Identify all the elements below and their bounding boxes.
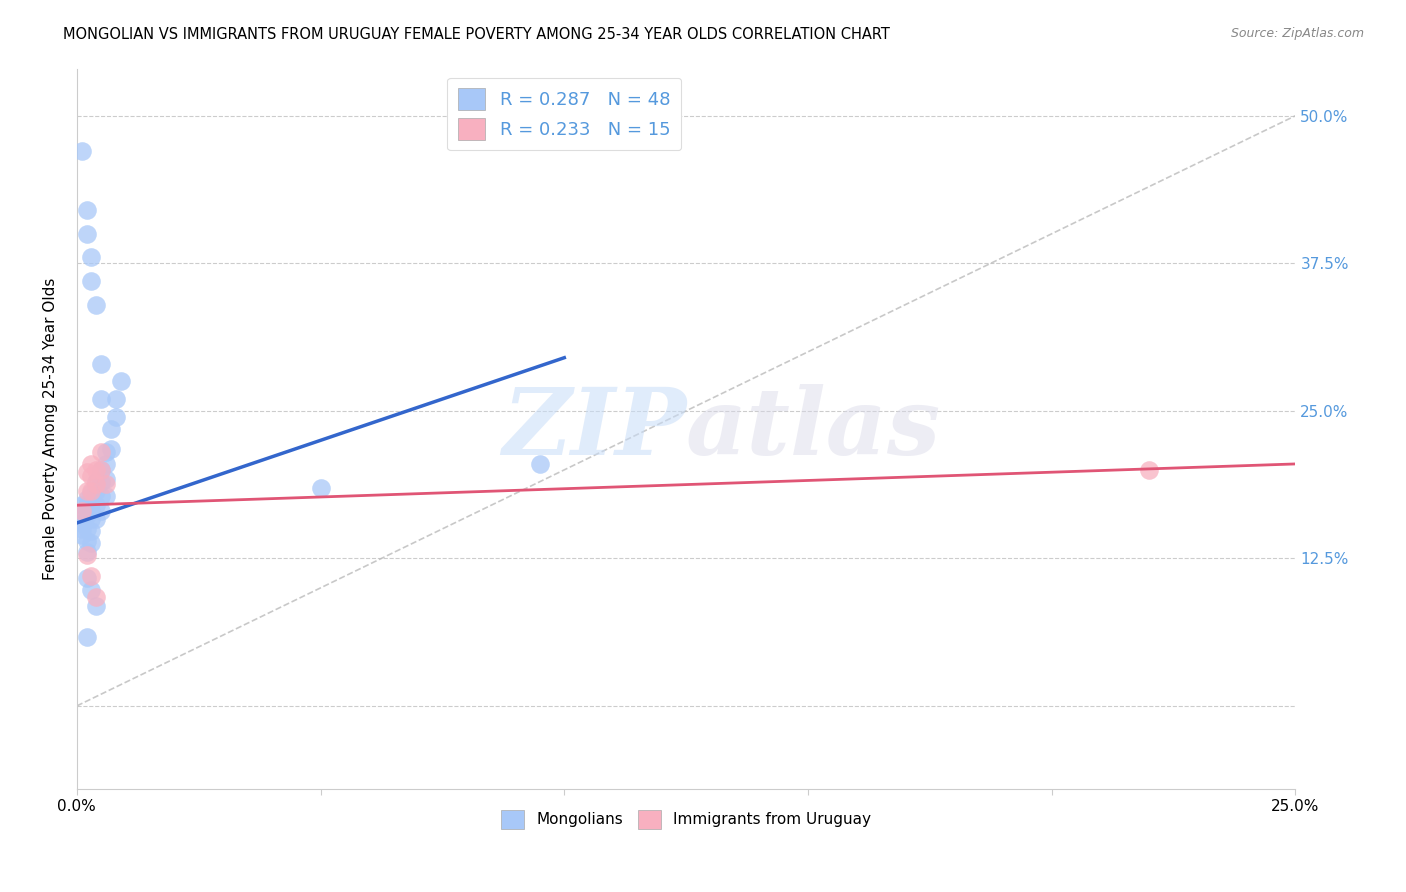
Point bbox=[76, 533, 98, 548]
Point bbox=[76, 545, 98, 559]
Point bbox=[80, 583, 103, 598]
Point bbox=[529, 457, 551, 471]
Point bbox=[80, 524, 103, 539]
Point bbox=[80, 484, 103, 499]
Legend: Mongolians, Immigrants from Uruguay: Mongolians, Immigrants from Uruguay bbox=[495, 804, 877, 835]
Point bbox=[90, 463, 112, 477]
Point bbox=[70, 527, 93, 541]
Point bbox=[104, 409, 127, 424]
Point bbox=[94, 472, 117, 486]
Point bbox=[80, 536, 103, 550]
Point bbox=[86, 475, 108, 489]
Point bbox=[94, 477, 117, 491]
Point bbox=[70, 504, 93, 518]
Point bbox=[90, 463, 112, 477]
Point bbox=[90, 489, 112, 503]
Point bbox=[76, 492, 98, 507]
Point bbox=[80, 251, 103, 265]
Point bbox=[76, 498, 98, 512]
Point bbox=[80, 486, 103, 500]
Point bbox=[70, 498, 93, 512]
Point bbox=[110, 374, 132, 388]
Point bbox=[90, 475, 112, 489]
Point bbox=[90, 357, 112, 371]
Point bbox=[80, 468, 103, 483]
Point bbox=[70, 508, 93, 522]
Point bbox=[80, 512, 103, 526]
Point bbox=[76, 631, 98, 645]
Point bbox=[94, 445, 117, 459]
Text: Source: ZipAtlas.com: Source: ZipAtlas.com bbox=[1230, 27, 1364, 40]
Point bbox=[76, 484, 98, 499]
Point bbox=[90, 392, 112, 406]
Point bbox=[86, 297, 108, 311]
Point bbox=[90, 445, 112, 459]
Point bbox=[90, 504, 112, 518]
Point bbox=[86, 498, 108, 512]
Point bbox=[76, 227, 98, 241]
Point bbox=[86, 591, 108, 605]
Point bbox=[70, 144, 93, 158]
Point bbox=[76, 508, 98, 522]
Point bbox=[70, 522, 93, 536]
Y-axis label: Female Poverty Among 25-34 Year Olds: Female Poverty Among 25-34 Year Olds bbox=[44, 277, 58, 580]
Point bbox=[86, 512, 108, 526]
Point bbox=[104, 392, 127, 406]
Point bbox=[80, 569, 103, 583]
Point bbox=[86, 484, 108, 499]
Point bbox=[76, 571, 98, 585]
Text: ZIP: ZIP bbox=[502, 384, 686, 474]
Point bbox=[309, 481, 332, 495]
Point bbox=[76, 548, 98, 562]
Point bbox=[76, 203, 98, 218]
Point bbox=[76, 522, 98, 536]
Point bbox=[100, 442, 122, 456]
Point bbox=[1137, 463, 1160, 477]
Point bbox=[86, 463, 108, 477]
Point bbox=[86, 599, 108, 613]
Point bbox=[70, 516, 93, 530]
Text: MONGOLIAN VS IMMIGRANTS FROM URUGUAY FEMALE POVERTY AMONG 25-34 YEAR OLDS CORREL: MONGOLIAN VS IMMIGRANTS FROM URUGUAY FEM… bbox=[63, 27, 890, 42]
Point bbox=[80, 504, 103, 518]
Point bbox=[94, 489, 117, 503]
Point bbox=[80, 274, 103, 288]
Text: atlas: atlas bbox=[686, 384, 942, 474]
Point bbox=[80, 457, 103, 471]
Point bbox=[86, 477, 108, 491]
Point bbox=[80, 496, 103, 510]
Point bbox=[100, 421, 122, 435]
Point bbox=[76, 465, 98, 479]
Point bbox=[94, 457, 117, 471]
